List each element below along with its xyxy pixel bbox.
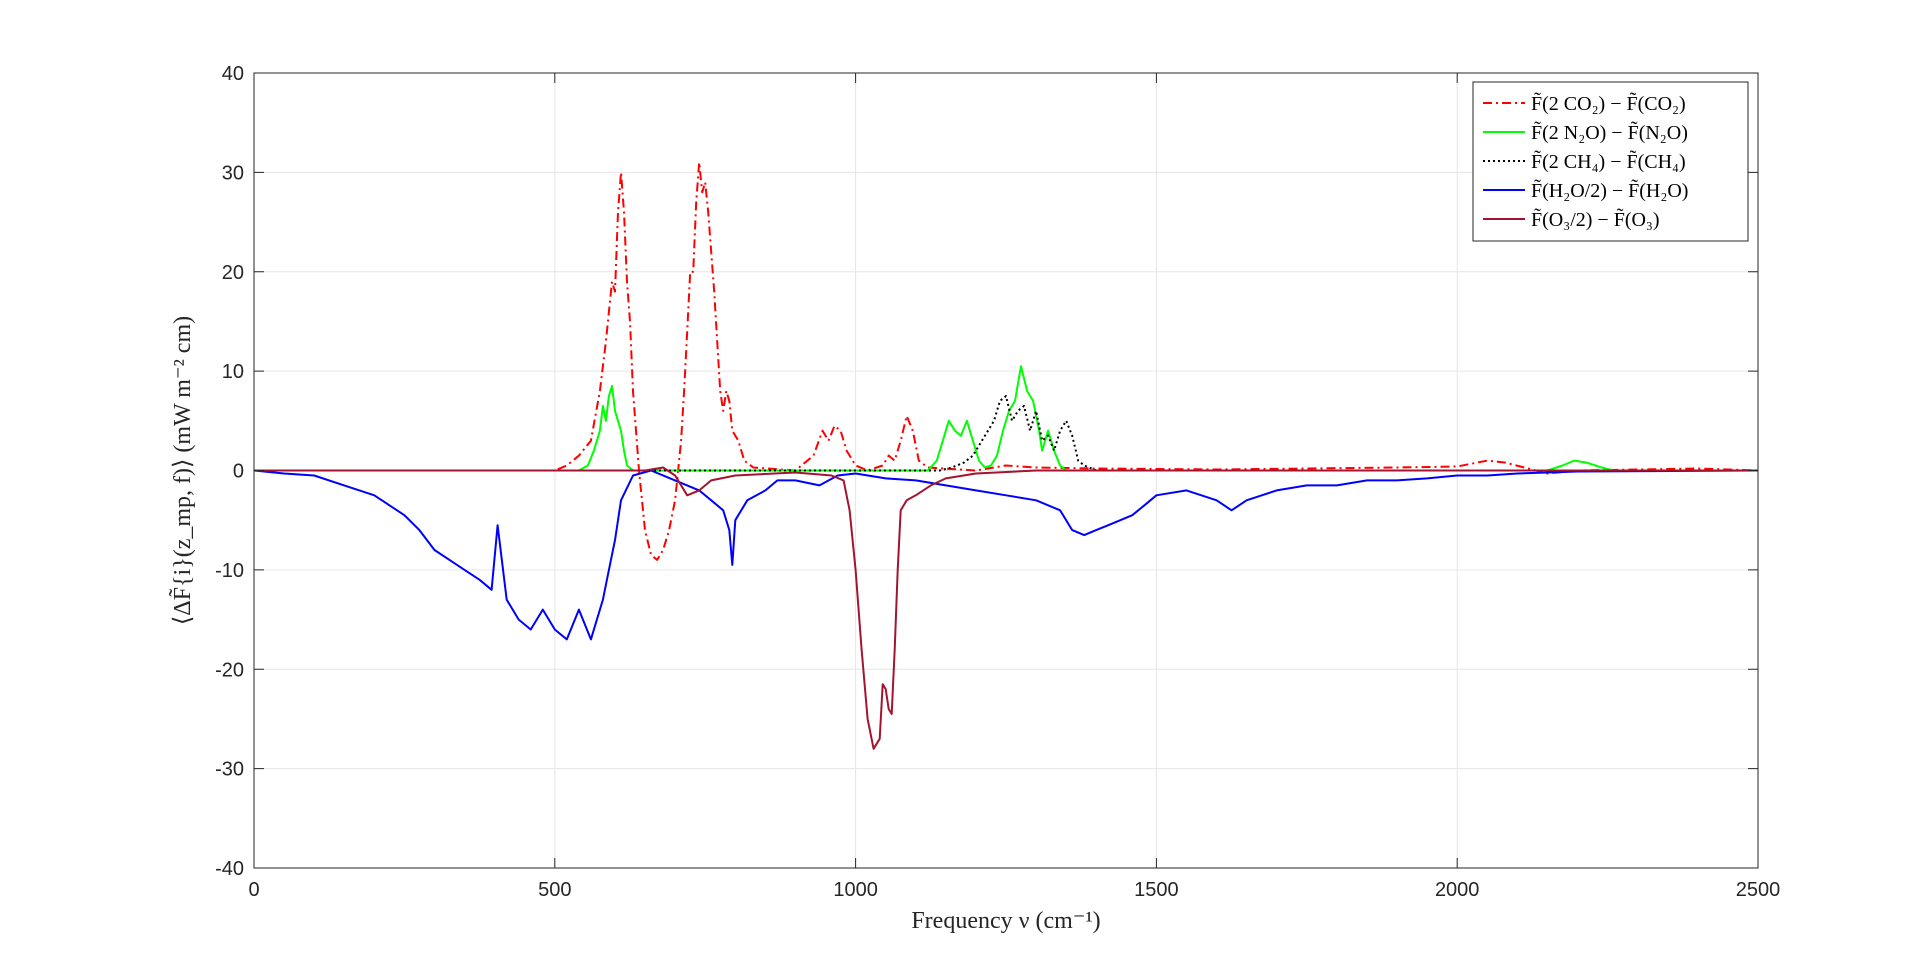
- x-tick-label: 1500: [1134, 879, 1179, 901]
- y-tick-label: -10: [215, 560, 244, 582]
- y-tick-label: 0: [233, 461, 244, 483]
- x-axis-label: Frequency ν (cm⁻¹): [911, 908, 1100, 934]
- legend: F̃(2 CO₂) − F̃(CO₂) F̃(2 N₂O) − F̃(N₂O) F̃…: [1472, 81, 1749, 242]
- y-tick-label: 20: [222, 262, 244, 284]
- x-tick-label: 1000: [833, 879, 878, 901]
- x-tick-label: 0: [248, 879, 259, 901]
- legend-entry: F̃(2 CO₂) − F̃(CO₂): [1531, 91, 1686, 115]
- legend-entry: F̃(O₃/2) − F̃(O₃): [1531, 207, 1660, 231]
- series-line-3: [254, 395, 1758, 472]
- x-tick-label: 2500: [1736, 879, 1781, 901]
- series-lines: [253, 161, 1759, 750]
- legend-entry: F̃(2 N₂O) − F̃(N₂O): [1531, 120, 1688, 144]
- y-tick-label: 30: [222, 162, 244, 184]
- series-line-1: [254, 161, 1759, 561]
- axis-ticks: 0 500 1000 1500 2000 2500 -40 -30 -20 -10 0 10 20 30 4…: [215, 63, 1780, 901]
- y-tick-label: -30: [215, 759, 244, 781]
- x-tick-label: 2000: [1435, 879, 1480, 901]
- y-tick-label: 40: [222, 63, 244, 85]
- y-tick-label: -40: [215, 858, 244, 880]
- x-tick-label: 500: [538, 879, 571, 901]
- legend-entry: F̃(H₂O/2) − F̃(H₂O): [1531, 178, 1688, 202]
- series-line-2: [254, 365, 1758, 472]
- series-line-5: [254, 466, 1758, 750]
- y-tick-label: -20: [215, 659, 244, 681]
- y-axis-label: ⟨ΔF̃{i}(z_mp, f)⟩ (mW m⁻² cm): [168, 316, 196, 625]
- series-line-4: [253, 469, 1759, 641]
- y-tick-label: 10: [222, 361, 244, 383]
- legend-entry: F̃(2 CH₄) − F̃(CH₄): [1531, 149, 1686, 173]
